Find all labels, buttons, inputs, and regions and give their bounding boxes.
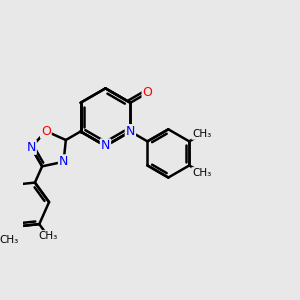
Text: N: N — [59, 155, 68, 168]
Text: N: N — [101, 140, 110, 152]
Text: CH₃: CH₃ — [192, 168, 211, 178]
Text: N: N — [126, 125, 135, 138]
Text: CH₃: CH₃ — [38, 231, 57, 241]
Text: CH₃: CH₃ — [192, 129, 211, 139]
Text: CH₃: CH₃ — [0, 235, 19, 245]
Text: N: N — [26, 141, 36, 154]
Text: O: O — [41, 124, 51, 138]
Text: O: O — [142, 86, 152, 99]
